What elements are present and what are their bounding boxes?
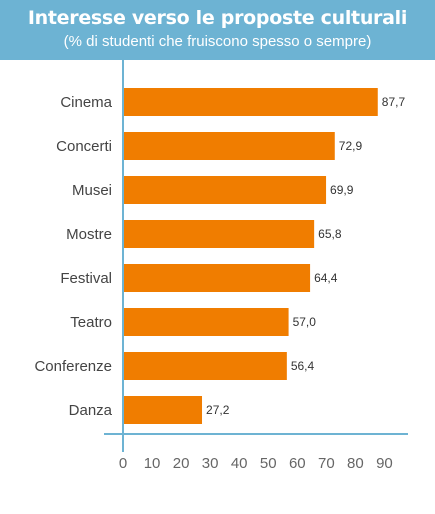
bar-mostre (123, 220, 315, 248)
bar-festival (123, 264, 311, 292)
bar-danza (123, 396, 203, 424)
category-label: Festival (60, 270, 112, 287)
category-label: Teatro (70, 314, 112, 331)
category-label: Cinema (60, 94, 112, 111)
bar-conferenze (123, 352, 287, 380)
value-label: 65,8 (318, 227, 342, 241)
category-label: Conferenze (34, 358, 112, 375)
category-label: Concerti (56, 138, 112, 155)
value-label: 57,0 (293, 315, 317, 329)
value-label: 87,7 (382, 95, 406, 109)
bar-concerti (123, 132, 335, 160)
chart-subtitle: (% di studenti che fruiscono spesso o se… (63, 33, 372, 50)
value-label: 72,9 (339, 139, 363, 153)
bar-musei (123, 176, 327, 204)
value-label: 27,2 (206, 403, 230, 417)
bar-chart: Cinema 87,7 Concerti 72,9 Musei 69,9 Mostre 65,… (34, 60, 408, 472)
category-label: Musei (72, 182, 112, 199)
category-label: Danza (69, 402, 113, 419)
x-tick-label: 30 (202, 455, 219, 472)
x-tick-label: 60 (289, 455, 306, 472)
value-label: 56,4 (291, 359, 315, 373)
x-tick-label: 90 (376, 455, 393, 472)
value-label: 69,9 (330, 183, 354, 197)
x-tick-label: 0 (119, 455, 127, 472)
x-tick-label: 70 (318, 455, 335, 472)
chart-header: Interesse verso le proposte culturali (%… (0, 0, 435, 60)
x-tick-label: 80 (347, 455, 364, 472)
x-tick-label: 10 (144, 455, 161, 472)
value-label: 64,4 (314, 271, 338, 285)
bar-cinema (123, 88, 378, 116)
x-tick-label: 20 (173, 455, 190, 472)
x-tick-label: 50 (260, 455, 277, 472)
chart-title: Interesse verso le proposte culturali (27, 7, 408, 29)
bar-teatro (123, 308, 289, 336)
category-label: Mostre (66, 226, 112, 243)
x-tick-label: 40 (231, 455, 248, 472)
